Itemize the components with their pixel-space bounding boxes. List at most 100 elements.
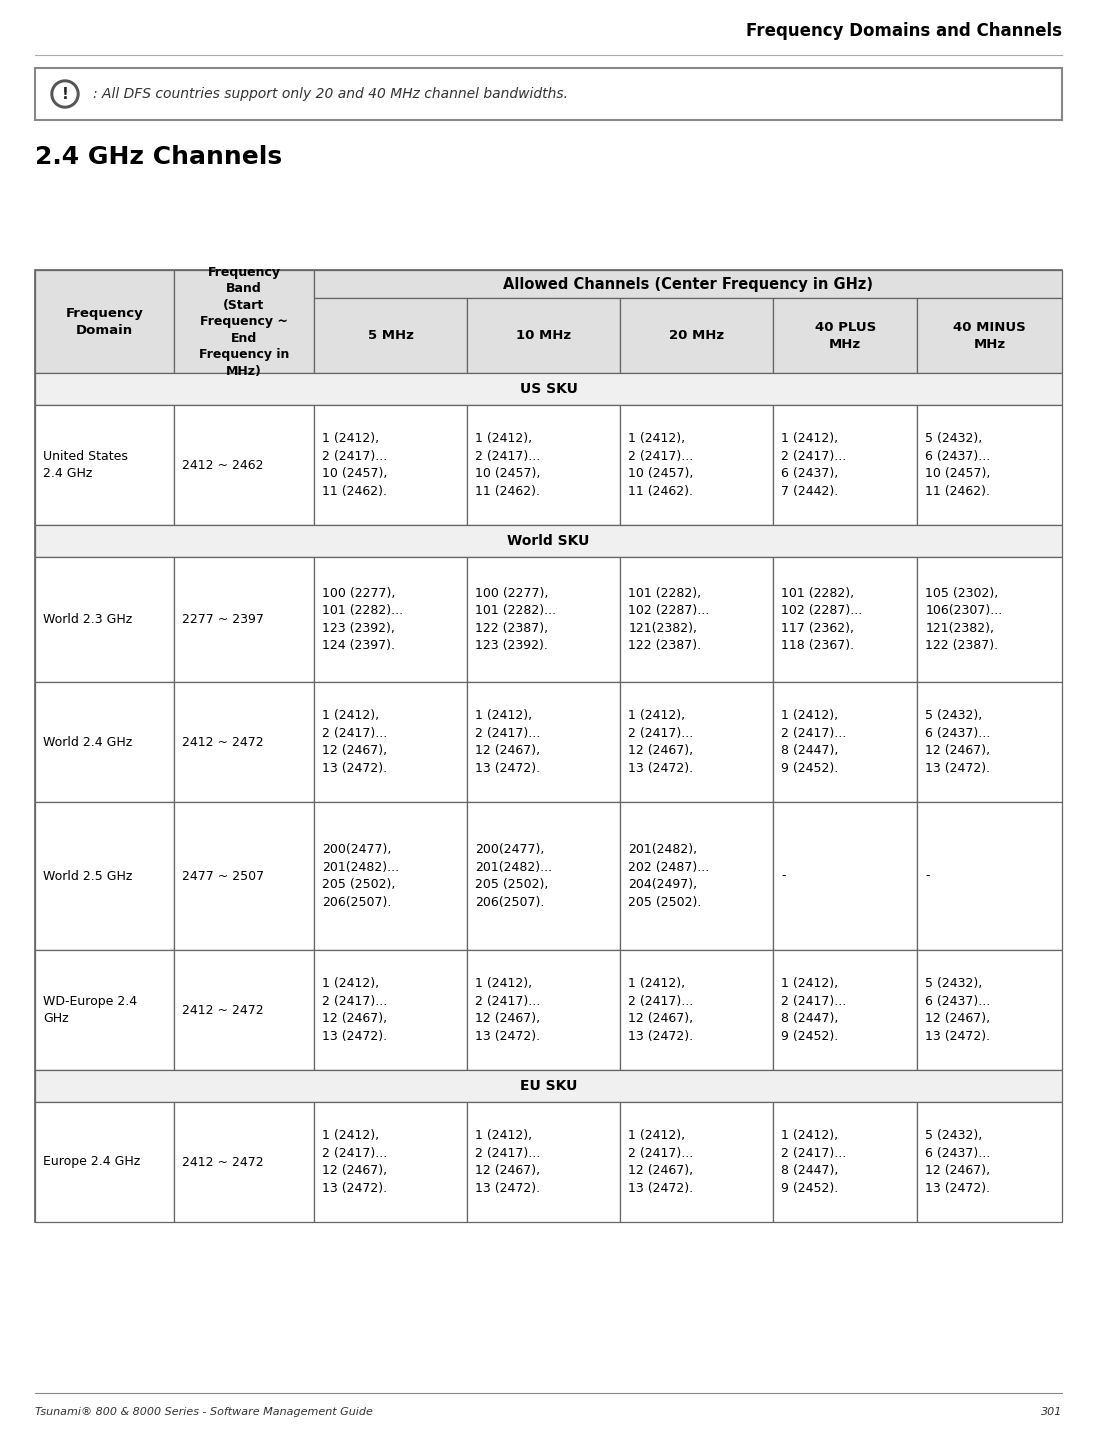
Text: 2477 ~ 2507: 2477 ~ 2507: [182, 869, 263, 883]
Text: 1 (2412),
2 (2417)...
12 (2467),
13 (2472).: 1 (2412), 2 (2417)... 12 (2467), 13 (247…: [475, 1129, 541, 1195]
Text: Tsunami® 800 & 8000 Series - Software Management Guide: Tsunami® 800 & 8000 Series - Software Ma…: [35, 1408, 373, 1418]
Bar: [173, 1102, 315, 1222]
Bar: [35, 1070, 1062, 1102]
Bar: [917, 404, 1062, 524]
Text: Frequency
Domain: Frequency Domain: [66, 306, 144, 336]
Text: 1 (2412),
2 (2417)...
8 (2447),
9 (2452).: 1 (2412), 2 (2417)... 8 (2447), 9 (2452)…: [781, 977, 847, 1043]
Circle shape: [54, 83, 76, 104]
Bar: [917, 682, 1062, 802]
Bar: [35, 1102, 173, 1222]
Text: : All DFS countries support only 20 and 40 MHz channel bandwidths.: : All DFS countries support only 20 and …: [93, 87, 568, 101]
Text: !: !: [61, 87, 68, 101]
Text: World SKU: World SKU: [507, 534, 590, 547]
Text: 2277 ~ 2397: 2277 ~ 2397: [182, 613, 263, 626]
Bar: [35, 682, 173, 802]
Text: United States
2.4 GHz: United States 2.4 GHz: [43, 450, 128, 480]
Text: 2412 ~ 2472: 2412 ~ 2472: [182, 736, 263, 749]
Text: 301: 301: [1041, 1408, 1062, 1418]
Bar: [173, 802, 315, 950]
Bar: [917, 950, 1062, 1070]
Bar: [621, 950, 773, 1070]
Text: 105 (2302),
106(2307)...
121(2382),
122 (2387).: 105 (2302), 106(2307)... 121(2382), 122 …: [925, 587, 1003, 652]
Text: 101 (2282),
102 (2287)...
117 (2362),
118 (2367).: 101 (2282), 102 (2287)... 117 (2362), 11…: [781, 587, 862, 652]
Bar: [173, 557, 315, 682]
Bar: [467, 557, 621, 682]
Text: 101 (2282),
102 (2287)...
121(2382),
122 (2387).: 101 (2282), 102 (2287)... 121(2382), 122…: [629, 587, 710, 652]
Text: 200(2477),
201(2482)...
205 (2502),
206(2507).: 200(2477), 201(2482)... 205 (2502), 206(…: [323, 843, 399, 909]
Text: 2412 ~ 2472: 2412 ~ 2472: [182, 1156, 263, 1169]
Bar: [773, 682, 917, 802]
Text: 5 (2432),
6 (2437)...
10 (2457),
11 (2462).: 5 (2432), 6 (2437)... 10 (2457), 11 (246…: [925, 432, 991, 497]
Bar: [467, 299, 621, 373]
Text: 1 (2412),
2 (2417)...
12 (2467),
13 (2472).: 1 (2412), 2 (2417)... 12 (2467), 13 (247…: [475, 709, 541, 775]
Bar: [773, 557, 917, 682]
Bar: [773, 950, 917, 1070]
Bar: [917, 557, 1062, 682]
Bar: [773, 802, 917, 950]
Text: Europe 2.4 GHz: Europe 2.4 GHz: [43, 1156, 140, 1169]
Text: WD-Europe 2.4
GHz: WD-Europe 2.4 GHz: [43, 995, 137, 1025]
Text: 5 (2432),
6 (2437)...
12 (2467),
13 (2472).: 5 (2432), 6 (2437)... 12 (2467), 13 (247…: [925, 977, 991, 1043]
Text: 40 MINUS
MHz: 40 MINUS MHz: [953, 320, 1026, 350]
Text: 10 MHz: 10 MHz: [517, 329, 572, 342]
Bar: [35, 557, 173, 682]
Bar: [35, 802, 173, 950]
Text: 1 (2412),
2 (2417)...
10 (2457),
11 (2462).: 1 (2412), 2 (2417)... 10 (2457), 11 (246…: [475, 432, 541, 497]
Bar: [621, 682, 773, 802]
Bar: [621, 1102, 773, 1222]
Bar: [467, 404, 621, 524]
Text: 5 MHz: 5 MHz: [367, 329, 414, 342]
Text: 1 (2412),
2 (2417)...
12 (2467),
13 (2472).: 1 (2412), 2 (2417)... 12 (2467), 13 (247…: [323, 709, 387, 775]
Bar: [467, 1102, 621, 1222]
Text: Allowed Channels (Center Frequency in GHz): Allowed Channels (Center Frequency in GH…: [504, 276, 873, 292]
Text: 1 (2412),
2 (2417)...
10 (2457),
11 (2462).: 1 (2412), 2 (2417)... 10 (2457), 11 (246…: [629, 432, 693, 497]
Bar: [917, 802, 1062, 950]
Text: 200(2477),
201(2482)...
205 (2502),
206(2507).: 200(2477), 201(2482)... 205 (2502), 206(…: [475, 843, 553, 909]
Text: 1 (2412),
2 (2417)...
12 (2467),
13 (2472).: 1 (2412), 2 (2417)... 12 (2467), 13 (247…: [323, 977, 387, 1043]
Text: 1 (2412),
2 (2417)...
12 (2467),
13 (2472).: 1 (2412), 2 (2417)... 12 (2467), 13 (247…: [475, 977, 541, 1043]
Bar: [467, 682, 621, 802]
Bar: [173, 270, 315, 373]
Bar: [621, 299, 773, 373]
Bar: [773, 299, 917, 373]
Text: 5 (2432),
6 (2437)...
12 (2467),
13 (2472).: 5 (2432), 6 (2437)... 12 (2467), 13 (247…: [925, 709, 991, 775]
Text: 20 MHz: 20 MHz: [669, 329, 724, 342]
Bar: [173, 682, 315, 802]
Bar: [467, 802, 621, 950]
Bar: [35, 950, 173, 1070]
Bar: [35, 373, 1062, 404]
Bar: [35, 270, 1062, 1222]
Bar: [35, 69, 1062, 120]
Text: 2412 ~ 2462: 2412 ~ 2462: [182, 459, 263, 472]
Bar: [173, 404, 315, 524]
Bar: [315, 557, 467, 682]
Text: 1 (2412),
2 (2417)...
8 (2447),
9 (2452).: 1 (2412), 2 (2417)... 8 (2447), 9 (2452)…: [781, 709, 847, 775]
Bar: [35, 524, 1062, 557]
Text: 1 (2412),
2 (2417)...
12 (2467),
13 (2472).: 1 (2412), 2 (2417)... 12 (2467), 13 (247…: [323, 1129, 387, 1195]
Text: 1 (2412),
2 (2417)...
10 (2457),
11 (2462).: 1 (2412), 2 (2417)... 10 (2457), 11 (246…: [323, 432, 387, 497]
Bar: [173, 950, 315, 1070]
Text: World 2.4 GHz: World 2.4 GHz: [43, 736, 133, 749]
Bar: [917, 1102, 1062, 1222]
Text: World 2.3 GHz: World 2.3 GHz: [43, 613, 133, 626]
Bar: [35, 270, 173, 373]
Bar: [315, 270, 1062, 299]
Bar: [315, 1102, 467, 1222]
Text: 40 PLUS
MHz: 40 PLUS MHz: [815, 320, 875, 350]
Text: Frequency Domains and Channels: Frequency Domains and Channels: [746, 21, 1062, 40]
Text: 1 (2412),
2 (2417)...
12 (2467),
13 (2472).: 1 (2412), 2 (2417)... 12 (2467), 13 (247…: [629, 709, 693, 775]
Bar: [621, 404, 773, 524]
Circle shape: [50, 80, 79, 109]
Text: 1 (2412),
2 (2417)...
12 (2467),
13 (2472).: 1 (2412), 2 (2417)... 12 (2467), 13 (247…: [629, 1129, 693, 1195]
Bar: [315, 299, 467, 373]
Text: 201(2482),
202 (2487)...
204(2497),
205 (2502).: 201(2482), 202 (2487)... 204(2497), 205 …: [629, 843, 710, 909]
Text: 100 (2277),
101 (2282)...
122 (2387),
123 (2392).: 100 (2277), 101 (2282)... 122 (2387), 12…: [475, 587, 556, 652]
Text: US SKU: US SKU: [520, 382, 577, 396]
Text: 1 (2412),
2 (2417)...
12 (2467),
13 (2472).: 1 (2412), 2 (2417)... 12 (2467), 13 (247…: [629, 977, 693, 1043]
Bar: [621, 802, 773, 950]
Bar: [315, 682, 467, 802]
Bar: [773, 404, 917, 524]
Bar: [467, 950, 621, 1070]
Text: 2.4 GHz Channels: 2.4 GHz Channels: [35, 144, 282, 169]
Text: 2412 ~ 2472: 2412 ~ 2472: [182, 1003, 263, 1016]
